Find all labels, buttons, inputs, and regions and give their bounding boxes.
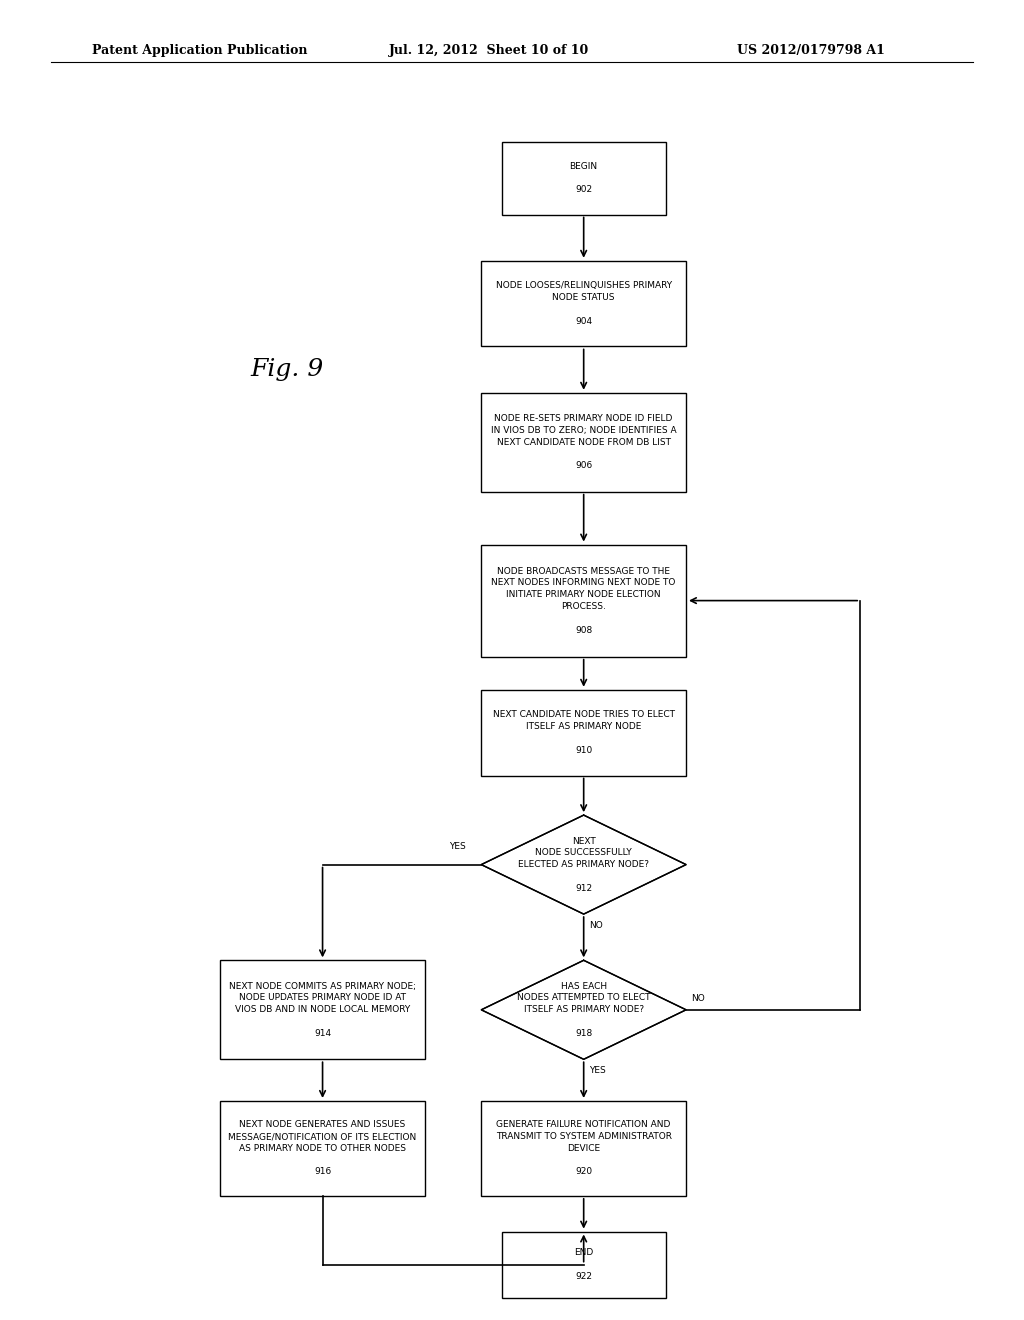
Text: NEXT NODE GENERATES AND ISSUES
MESSAGE/NOTIFICATION OF ITS ELECTION
AS PRIMARY N: NEXT NODE GENERATES AND ISSUES MESSAGE/N… bbox=[228, 1121, 417, 1176]
Text: Patent Application Publication: Patent Application Publication bbox=[92, 44, 307, 57]
FancyBboxPatch shape bbox=[481, 393, 686, 491]
Text: GENERATE FAILURE NOTIFICATION AND
TRANSMIT TO SYSTEM ADMINISTRATOR
DEVICE

920: GENERATE FAILURE NOTIFICATION AND TRANSM… bbox=[496, 1121, 672, 1176]
Polygon shape bbox=[481, 961, 686, 1059]
Text: US 2012/0179798 A1: US 2012/0179798 A1 bbox=[737, 44, 885, 57]
FancyBboxPatch shape bbox=[220, 961, 425, 1059]
Text: YES: YES bbox=[589, 1067, 605, 1074]
Text: NEXT
NODE SUCCESSFULLY
ELECTED AS PRIMARY NODE?

912: NEXT NODE SUCCESSFULLY ELECTED AS PRIMAR… bbox=[518, 837, 649, 892]
FancyBboxPatch shape bbox=[481, 1101, 686, 1196]
FancyBboxPatch shape bbox=[220, 1101, 425, 1196]
Text: NEXT CANDIDATE NODE TRIES TO ELECT
ITSELF AS PRIMARY NODE

910: NEXT CANDIDATE NODE TRIES TO ELECT ITSEL… bbox=[493, 710, 675, 755]
FancyBboxPatch shape bbox=[481, 689, 686, 776]
Text: BEGIN

902: BEGIN 902 bbox=[569, 162, 598, 194]
Text: END

922: END 922 bbox=[574, 1249, 593, 1280]
Text: Fig. 9: Fig. 9 bbox=[250, 358, 324, 381]
Text: YES: YES bbox=[450, 842, 466, 851]
Text: NODE RE-SETS PRIMARY NODE ID FIELD
IN VIOS DB TO ZERO; NODE IDENTIFIES A
NEXT CA: NODE RE-SETS PRIMARY NODE ID FIELD IN VI… bbox=[490, 414, 677, 470]
FancyBboxPatch shape bbox=[502, 1232, 666, 1298]
Polygon shape bbox=[481, 816, 686, 913]
Text: NO: NO bbox=[691, 994, 705, 1003]
FancyBboxPatch shape bbox=[502, 141, 666, 214]
Text: NODE LOOSES/RELINQUISHES PRIMARY
NODE STATUS

904: NODE LOOSES/RELINQUISHES PRIMARY NODE ST… bbox=[496, 281, 672, 326]
FancyBboxPatch shape bbox=[481, 261, 686, 346]
Text: Jul. 12, 2012  Sheet 10 of 10: Jul. 12, 2012 Sheet 10 of 10 bbox=[389, 44, 590, 57]
FancyBboxPatch shape bbox=[481, 544, 686, 656]
Text: NO: NO bbox=[589, 921, 602, 929]
Text: NODE BROADCASTS MESSAGE TO THE
NEXT NODES INFORMING NEXT NODE TO
INITIATE PRIMAR: NODE BROADCASTS MESSAGE TO THE NEXT NODE… bbox=[492, 566, 676, 635]
Text: HAS EACH
NODES ATTEMPTED TO ELECT
ITSELF AS PRIMARY NODE?

918: HAS EACH NODES ATTEMPTED TO ELECT ITSELF… bbox=[517, 982, 650, 1038]
Text: NEXT NODE COMMITS AS PRIMARY NODE;
NODE UPDATES PRIMARY NODE ID AT
VIOS DB AND I: NEXT NODE COMMITS AS PRIMARY NODE; NODE … bbox=[229, 982, 416, 1038]
